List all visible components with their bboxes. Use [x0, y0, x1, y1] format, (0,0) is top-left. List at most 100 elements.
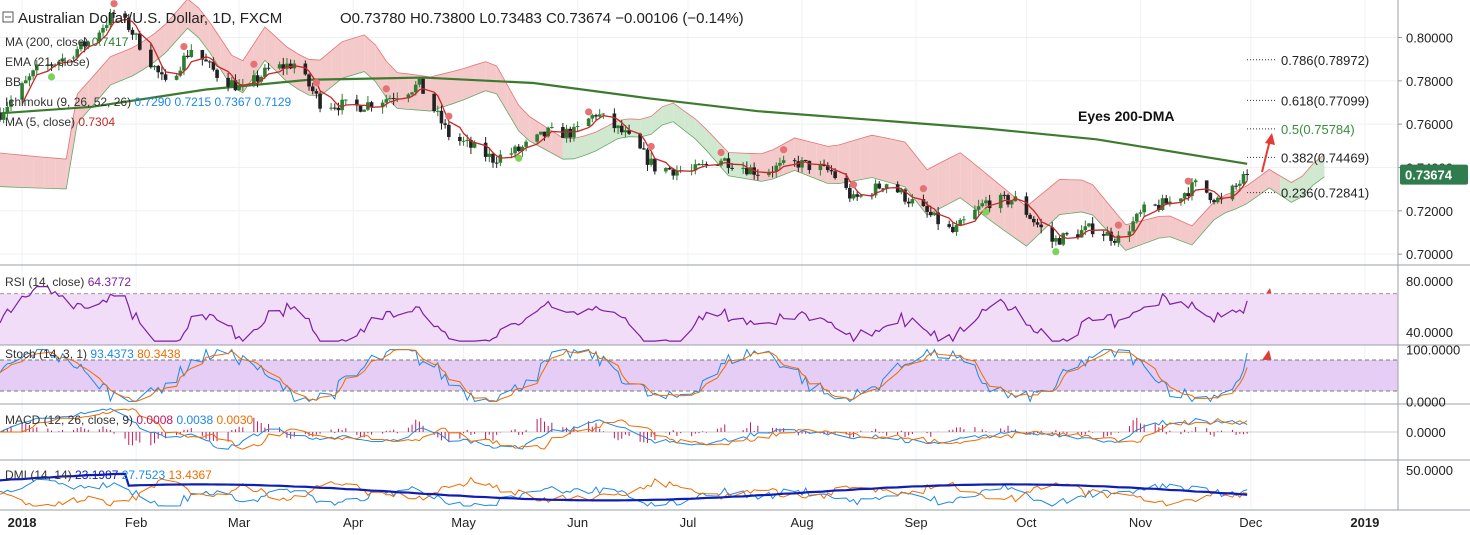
signal-dot: [180, 42, 188, 51]
candle-body: [818, 164, 823, 171]
fib-label: 0.5(0.75784): [1281, 122, 1355, 137]
candle-body: [1142, 204, 1146, 213]
candle-body: [1, 112, 6, 120]
cloud-segment: [761, 149, 773, 182]
candle-body: [973, 209, 977, 220]
candle-body: [1083, 226, 1088, 231]
cloud-segment: [55, 158, 67, 189]
cloud-segment: [1147, 216, 1159, 243]
candle-body: [1054, 238, 1058, 242]
signal-dot: [585, 108, 593, 116]
cloud-segment: [99, 56, 111, 98]
candle-body: [237, 84, 241, 91]
cloud-segment: [562, 137, 574, 160]
cloud-segment: [165, 11, 177, 53]
legend-value: 80.3438: [137, 347, 181, 361]
signal-dot: [110, 0, 118, 8]
cloud-segment: [927, 163, 939, 216]
signal-dot: [717, 148, 725, 157]
cloud-segment: [1070, 179, 1082, 214]
candle-body: [1127, 231, 1132, 236]
price-tick-label: 0.80000: [1406, 31, 1453, 46]
time-axis: 2018 Feb Mar Apr May Jun Jul Aug Sep Oct Nov Dec 201…: [8, 515, 1380, 530]
candle-body: [590, 115, 595, 119]
candle-body: [1002, 194, 1007, 196]
legend-value: 64.3772: [88, 275, 132, 289]
candle-body: [123, 13, 127, 18]
candle-body: [612, 113, 617, 129]
candle-body: [108, 12, 113, 26]
candle-body: [417, 78, 422, 85]
cloud-segment: [1269, 169, 1281, 196]
candle-body: [539, 131, 543, 135]
candle-body: [535, 134, 539, 142]
legend-label: Stoch (14, 3, 1) 93.4373 80.3438: [5, 347, 181, 361]
candle-body: [332, 107, 337, 109]
symbol-title: Australian Dollar/U.S. Dollar, 1D, FXCM: [18, 10, 282, 27]
signal-dot: [250, 60, 258, 68]
price-tick-label: 0.76000: [1406, 117, 1453, 132]
candle-body: [226, 77, 230, 87]
cloud-segment: [805, 140, 817, 180]
candle-body: [211, 61, 216, 70]
candle-body: [1101, 234, 1106, 236]
header: Australian Dollar/U.S. Dollar, 1D, FXCM …: [2, 10, 744, 27]
legend-value: 0.0008: [136, 413, 176, 427]
candle-body: [509, 153, 514, 155]
cloud-segment: [905, 142, 917, 202]
candle-body: [152, 65, 157, 68]
time-axis-label: Jul: [680, 515, 697, 530]
candle-body: [487, 153, 492, 157]
signal-dot: [382, 85, 390, 93]
candle-body: [344, 99, 348, 101]
candle-body: [1024, 196, 1029, 215]
last-price-label: 0.73674: [1405, 168, 1453, 183]
cloud-segment: [11, 154, 23, 188]
candle-body: [255, 75, 260, 82]
candle-body: [252, 75, 256, 85]
candle-body: [616, 125, 620, 129]
candle-body: [34, 64, 39, 71]
time-axis-label: Feb: [125, 515, 147, 530]
cloud-segment: [971, 161, 983, 215]
time-axis-label: Jun: [567, 515, 588, 530]
cloud-segment: [1313, 154, 1325, 185]
candle-body: [774, 165, 779, 172]
time-axis-label: Nov: [1129, 515, 1153, 530]
cloud-segment: [1203, 201, 1215, 233]
cloud-segment: [849, 138, 861, 182]
candle-body: [730, 167, 734, 169]
candle-body: [215, 69, 219, 78]
cloud-segment: [871, 135, 883, 181]
candle-body: [207, 61, 212, 63]
candle-body: [358, 105, 363, 112]
ohlc-readout: O0.73780 H0.73800 L0.73483 C0.73674 −0.0…: [340, 10, 744, 27]
candle-body: [314, 91, 319, 94]
candle-body: [472, 142, 477, 148]
collapse-toggle-icon[interactable]: [2, 11, 14, 23]
signal-dot: [47, 73, 56, 81]
candle-body: [575, 125, 580, 127]
cloud-segment: [1136, 219, 1148, 247]
macd-line: [0, 408, 1248, 450]
candle-body: [767, 171, 771, 176]
candle-body: [86, 41, 91, 47]
candle-body: [443, 123, 447, 125]
signal-dot: [780, 146, 788, 154]
price-tick-label: 0.72000: [1406, 204, 1453, 219]
cloud-segment: [264, 26, 276, 72]
candle-body: [623, 130, 628, 133]
candle-body: [318, 93, 322, 109]
time-axis-label: 2019: [1350, 515, 1379, 530]
fib-label: 0.382(0.74469): [1281, 150, 1369, 165]
candle-body: [79, 41, 83, 50]
candle-body: [200, 49, 205, 60]
candle-body: [1212, 200, 1216, 203]
cloud-span-a: [0, 0, 1325, 227]
rsi-band: [0, 293, 1398, 345]
candle-body: [149, 49, 153, 68]
time-axis-label: Oct: [1016, 515, 1037, 530]
cloud-segment: [595, 126, 608, 151]
candle-body: [822, 164, 826, 166]
